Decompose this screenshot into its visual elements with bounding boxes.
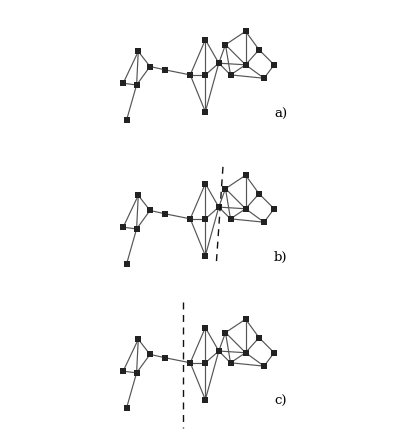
Text: c): c)	[274, 395, 286, 409]
Text: b): b)	[274, 252, 288, 264]
Text: a): a)	[274, 107, 287, 120]
